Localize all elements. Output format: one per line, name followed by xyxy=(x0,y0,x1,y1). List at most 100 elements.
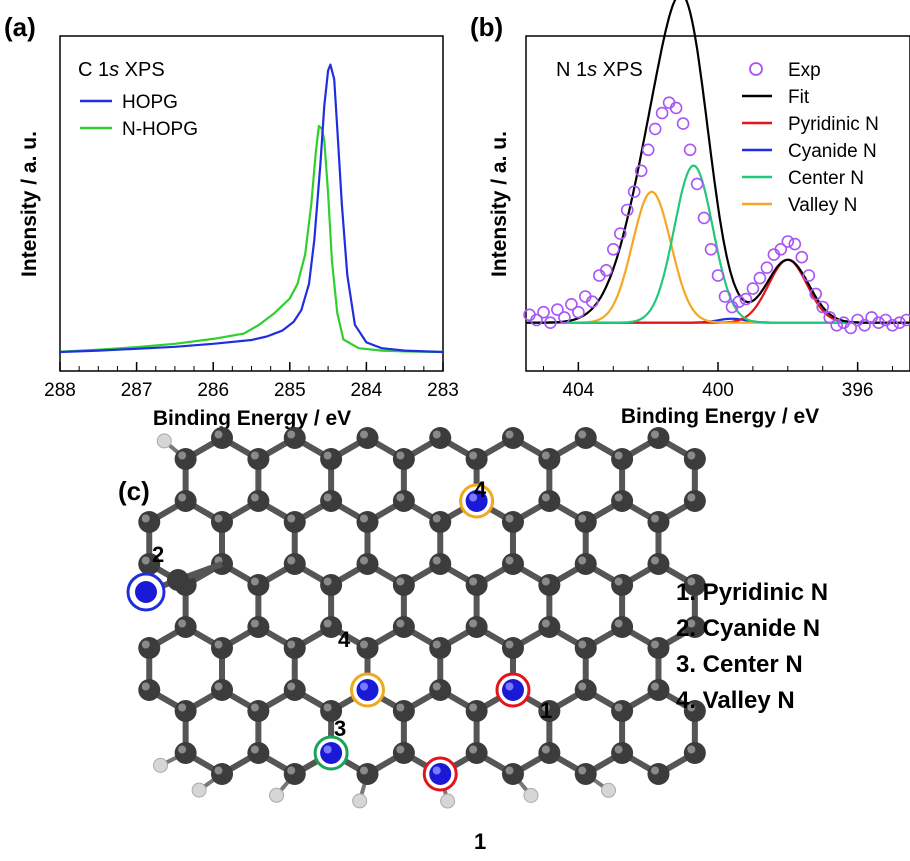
panel-b-letter: (b) xyxy=(470,12,503,42)
exp-data-point xyxy=(816,300,830,314)
legend-label: Pyridinic N xyxy=(788,114,879,135)
exp-data-point xyxy=(788,237,802,251)
nitrogen-atom xyxy=(135,581,157,603)
carbon-atom xyxy=(647,427,670,449)
exp-data-point xyxy=(704,243,718,256)
atom-highlight xyxy=(687,619,696,628)
atom-highlight xyxy=(396,619,405,628)
n-doped-graphene-molecule: 4 4 1 3 1 2 xyxy=(126,427,706,854)
carbon-atom xyxy=(356,427,379,449)
x-tick-label: 286 xyxy=(197,380,229,401)
atom-highlight xyxy=(214,640,223,649)
carbon-atom xyxy=(392,742,415,764)
atom-highlight xyxy=(323,451,332,460)
atom-highlight xyxy=(687,451,696,460)
atom-highlight xyxy=(687,703,696,712)
nitrogen-site-label: 4 xyxy=(338,627,351,652)
atom-highlight xyxy=(178,451,187,460)
carbon-atom xyxy=(247,574,270,596)
atom-highlight xyxy=(432,682,441,691)
atom-highlight xyxy=(687,577,696,586)
atom-highlight xyxy=(432,556,441,565)
panel-a-x-axis-label: Binding Energy / eV xyxy=(153,407,351,430)
carbon-atom xyxy=(538,742,561,764)
exp-data-point xyxy=(669,101,683,115)
nitrogen-site-label: 1 xyxy=(540,698,552,723)
carbon-atom xyxy=(211,511,233,533)
exp-data-point xyxy=(565,297,578,311)
carbon-atom xyxy=(647,763,670,785)
panel-a-letter: (a) xyxy=(4,12,36,42)
carbon-atom xyxy=(683,490,706,512)
x-tick-label: 287 xyxy=(121,380,153,401)
exp-data-point xyxy=(613,227,627,240)
carbon-atom xyxy=(283,511,306,533)
carbon-atom xyxy=(392,448,415,470)
carbon-atom xyxy=(429,553,452,575)
atom-highlight xyxy=(178,619,187,628)
carbon-atom xyxy=(683,448,706,470)
atom-highlight xyxy=(614,451,623,460)
panel-a-x-ticks: 288 287 286 285 284 283 xyxy=(44,362,459,401)
exp-data-point xyxy=(572,305,585,319)
atom-highlight xyxy=(214,514,223,523)
x-tick-label: 396 xyxy=(842,380,874,401)
carbon-atom xyxy=(392,616,415,638)
exp-data-point xyxy=(655,106,669,120)
atom-highlight xyxy=(505,556,514,565)
carbon-atom xyxy=(465,700,488,722)
carbon-atom xyxy=(465,574,488,596)
carbon-atom xyxy=(283,763,306,785)
site-key-item: 2. Cyanide N xyxy=(676,615,820,642)
atom-highlight xyxy=(359,514,368,523)
atom-highlight xyxy=(469,745,478,754)
atom-highlight xyxy=(323,703,332,712)
exp-data-point xyxy=(858,318,871,332)
carbon-atom xyxy=(501,511,524,533)
atom-highlight xyxy=(250,493,259,502)
atom-highlight xyxy=(614,577,623,586)
carbon-atom xyxy=(174,448,197,470)
exp-data-point xyxy=(551,303,564,316)
exp-data-point xyxy=(544,316,557,330)
carbon-atom xyxy=(392,490,415,512)
carbon-atom xyxy=(174,700,197,722)
carbon-atom xyxy=(611,742,634,764)
atom-highlight xyxy=(650,766,659,775)
x-tick-label: 400 xyxy=(702,380,734,401)
atom-highlight xyxy=(323,745,332,754)
carbon-atom xyxy=(356,763,379,785)
carbon-atom xyxy=(647,637,670,659)
carbon-atom xyxy=(392,700,415,722)
atom-highlight xyxy=(614,619,623,628)
exp-data-point xyxy=(809,287,823,301)
carbon-atom xyxy=(538,574,561,596)
atom-highlight xyxy=(287,640,296,649)
exp-data-point xyxy=(599,263,613,277)
atom-highlight xyxy=(396,703,405,712)
legend-label: Exp xyxy=(788,60,821,81)
atom-highlight xyxy=(469,493,478,502)
hydrogen-atom xyxy=(523,787,539,803)
atom-highlight xyxy=(432,766,441,775)
atom-highlight xyxy=(141,640,150,649)
exp-data-point xyxy=(732,295,746,309)
exp-data-point xyxy=(900,313,910,327)
carbon-atom xyxy=(283,427,306,449)
carbon-atom xyxy=(211,427,233,449)
atom-highlight xyxy=(359,430,368,439)
carbon-atom xyxy=(465,448,488,470)
atom-highlight xyxy=(469,577,478,586)
carbon-atom xyxy=(174,490,197,512)
atom-highlight xyxy=(469,619,478,628)
atom-highlight xyxy=(505,430,514,439)
atom-highlight xyxy=(359,682,368,691)
hydrogen-atom xyxy=(352,793,368,809)
exp-data-point xyxy=(753,271,767,285)
atom-highlight xyxy=(650,430,659,439)
exp-data-point xyxy=(802,269,816,282)
nitrogen-atom xyxy=(356,679,379,701)
carbon-atom xyxy=(683,742,706,764)
panel-b-legend: Exp Fit Pyridinic N Cyanide N Center N Valley… xyxy=(742,60,879,216)
carbon-atom xyxy=(211,679,233,701)
